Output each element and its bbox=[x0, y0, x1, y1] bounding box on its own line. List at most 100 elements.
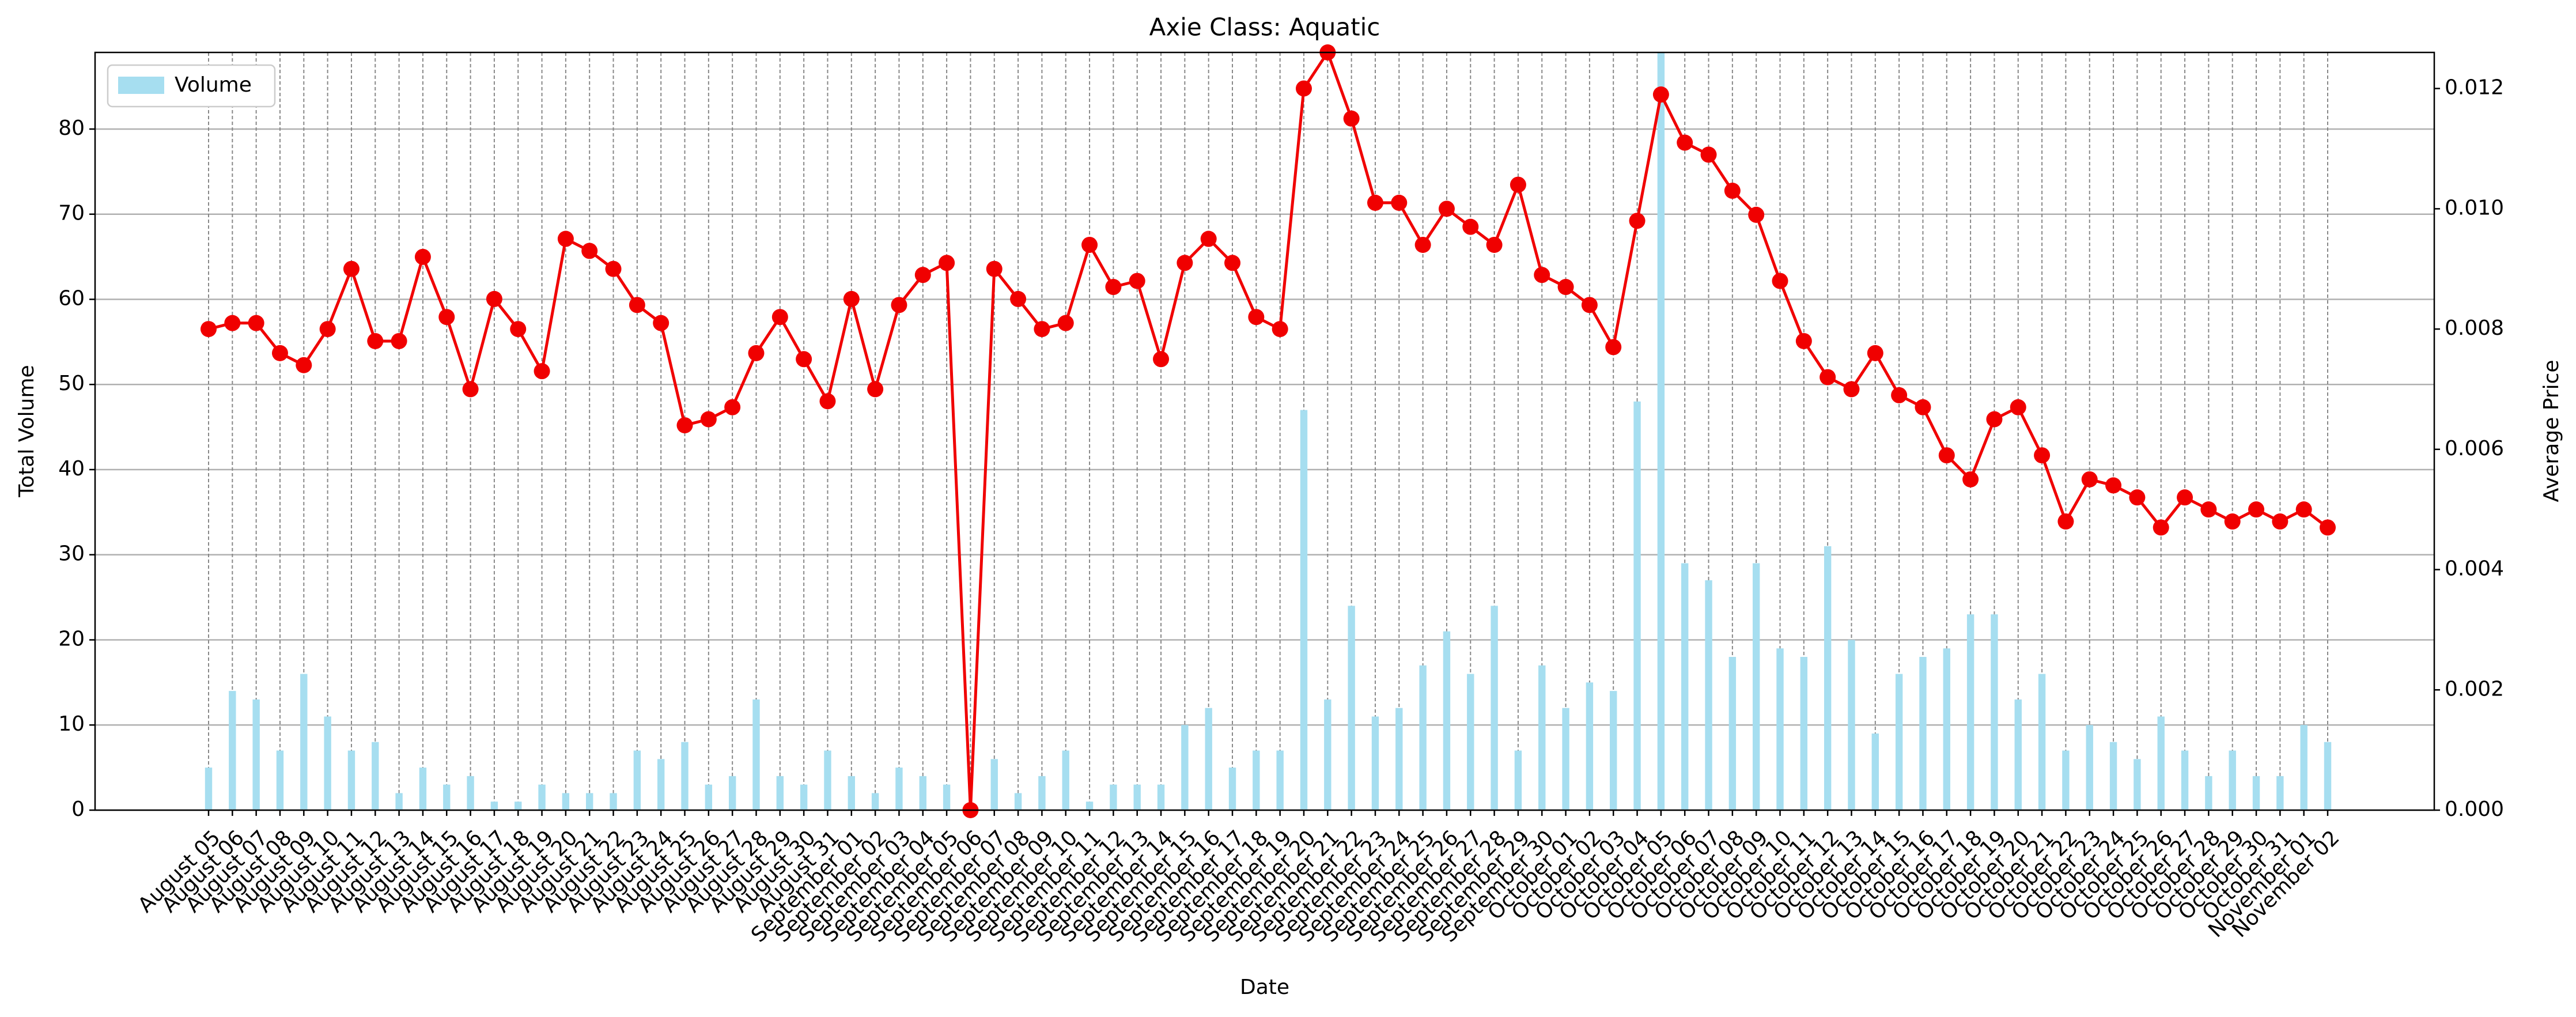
price-marker bbox=[1677, 134, 1693, 151]
price-marker bbox=[629, 297, 645, 313]
price-marker bbox=[796, 351, 812, 368]
y2-tick-label: 0.006 bbox=[2445, 437, 2504, 460]
bar bbox=[1038, 776, 1046, 810]
price-marker bbox=[653, 315, 669, 331]
price-marker bbox=[367, 332, 384, 349]
price-marker bbox=[1867, 345, 1883, 361]
chart-title: Axie Class: Aquatic bbox=[1149, 13, 1380, 41]
price-marker bbox=[296, 357, 312, 373]
price-marker bbox=[2034, 447, 2051, 464]
price-marker bbox=[724, 399, 741, 415]
price-marker bbox=[2200, 501, 2217, 518]
price-marker bbox=[1248, 309, 1265, 326]
bar bbox=[205, 768, 213, 810]
bar bbox=[1943, 648, 1950, 810]
price-marker bbox=[2057, 513, 2074, 530]
price-marker bbox=[2153, 519, 2169, 536]
price-line bbox=[208, 49, 2329, 811]
price-marker bbox=[1177, 255, 1193, 271]
price-marker bbox=[700, 411, 717, 428]
price-marker bbox=[676, 417, 693, 434]
price-marker bbox=[771, 309, 788, 326]
bar bbox=[419, 768, 427, 810]
bar bbox=[1514, 750, 1522, 810]
bar bbox=[919, 776, 926, 810]
bar bbox=[633, 750, 641, 810]
price-marker bbox=[1367, 194, 1383, 211]
bar bbox=[1300, 410, 1308, 810]
price-marker bbox=[486, 290, 502, 307]
bar bbox=[943, 784, 951, 810]
bar bbox=[1562, 708, 1569, 810]
bar bbox=[1085, 801, 1094, 810]
y-tick-label: 40 bbox=[58, 457, 85, 481]
price-marker bbox=[867, 381, 884, 398]
price-marker bbox=[391, 332, 407, 349]
bar bbox=[1824, 546, 1832, 810]
price-marker bbox=[2177, 489, 2193, 506]
bar bbox=[1371, 716, 1379, 810]
bar bbox=[2300, 725, 2308, 810]
bar bbox=[1752, 563, 1760, 810]
y-tick-label: 30 bbox=[58, 542, 85, 566]
bar bbox=[1610, 691, 1617, 810]
price-marker bbox=[2105, 477, 2122, 494]
price-marker bbox=[1748, 206, 1765, 223]
y2-tick-label: 0.002 bbox=[2445, 677, 2504, 701]
price-marker bbox=[462, 381, 479, 398]
bar bbox=[1681, 563, 1689, 810]
bar bbox=[1586, 682, 1594, 810]
bar bbox=[1776, 648, 1784, 810]
bar bbox=[1871, 734, 1879, 810]
bar bbox=[2038, 674, 2046, 810]
bar bbox=[2157, 716, 2165, 810]
bar bbox=[1157, 784, 1165, 810]
bar bbox=[1395, 708, 1403, 810]
price-marker bbox=[1462, 218, 1479, 235]
bar bbox=[657, 759, 665, 810]
price-marker bbox=[224, 315, 241, 331]
price-marker bbox=[1034, 321, 1050, 338]
bar bbox=[1253, 750, 1260, 810]
price-marker bbox=[2129, 489, 2146, 506]
bar bbox=[1705, 580, 1712, 810]
price-marker bbox=[1105, 279, 1122, 296]
bar bbox=[2252, 776, 2260, 810]
price-marker bbox=[1843, 381, 1860, 398]
price-marker bbox=[1510, 176, 1526, 193]
legend-box bbox=[107, 64, 276, 108]
price-marker bbox=[2295, 501, 2312, 518]
price-marker bbox=[1129, 273, 1145, 289]
bar bbox=[1181, 725, 1189, 810]
bar bbox=[443, 784, 451, 810]
y2-tick-label: 0.004 bbox=[2445, 557, 2504, 581]
price-marker bbox=[748, 345, 765, 361]
price-marker bbox=[1938, 447, 1955, 464]
bar bbox=[681, 742, 689, 810]
bar bbox=[1991, 614, 1998, 810]
bar bbox=[229, 691, 236, 810]
y2-tick-label: 0.008 bbox=[2445, 316, 2504, 340]
bar bbox=[871, 793, 879, 810]
price-marker bbox=[581, 243, 598, 259]
price-marker bbox=[1343, 110, 1360, 127]
y2-tick-label: 0.012 bbox=[2445, 76, 2504, 100]
legend-label: Volume bbox=[175, 73, 252, 97]
price-marker bbox=[1629, 213, 1646, 229]
bar bbox=[300, 674, 308, 810]
price-marker bbox=[271, 345, 288, 361]
price-marker bbox=[891, 297, 907, 313]
price-marker bbox=[1557, 279, 1574, 296]
legend-swatch bbox=[118, 77, 164, 94]
bar bbox=[1491, 606, 1498, 810]
price-marker bbox=[1724, 183, 1741, 199]
price-marker bbox=[1534, 267, 1550, 283]
bar bbox=[1538, 665, 1546, 810]
bar bbox=[1324, 699, 1331, 810]
price-marker bbox=[2272, 513, 2288, 530]
bar bbox=[1657, 52, 1665, 810]
y-tick-label: 50 bbox=[58, 372, 85, 395]
bar bbox=[2014, 699, 2022, 810]
price-marker bbox=[1295, 80, 1312, 97]
bar bbox=[1848, 640, 1855, 810]
